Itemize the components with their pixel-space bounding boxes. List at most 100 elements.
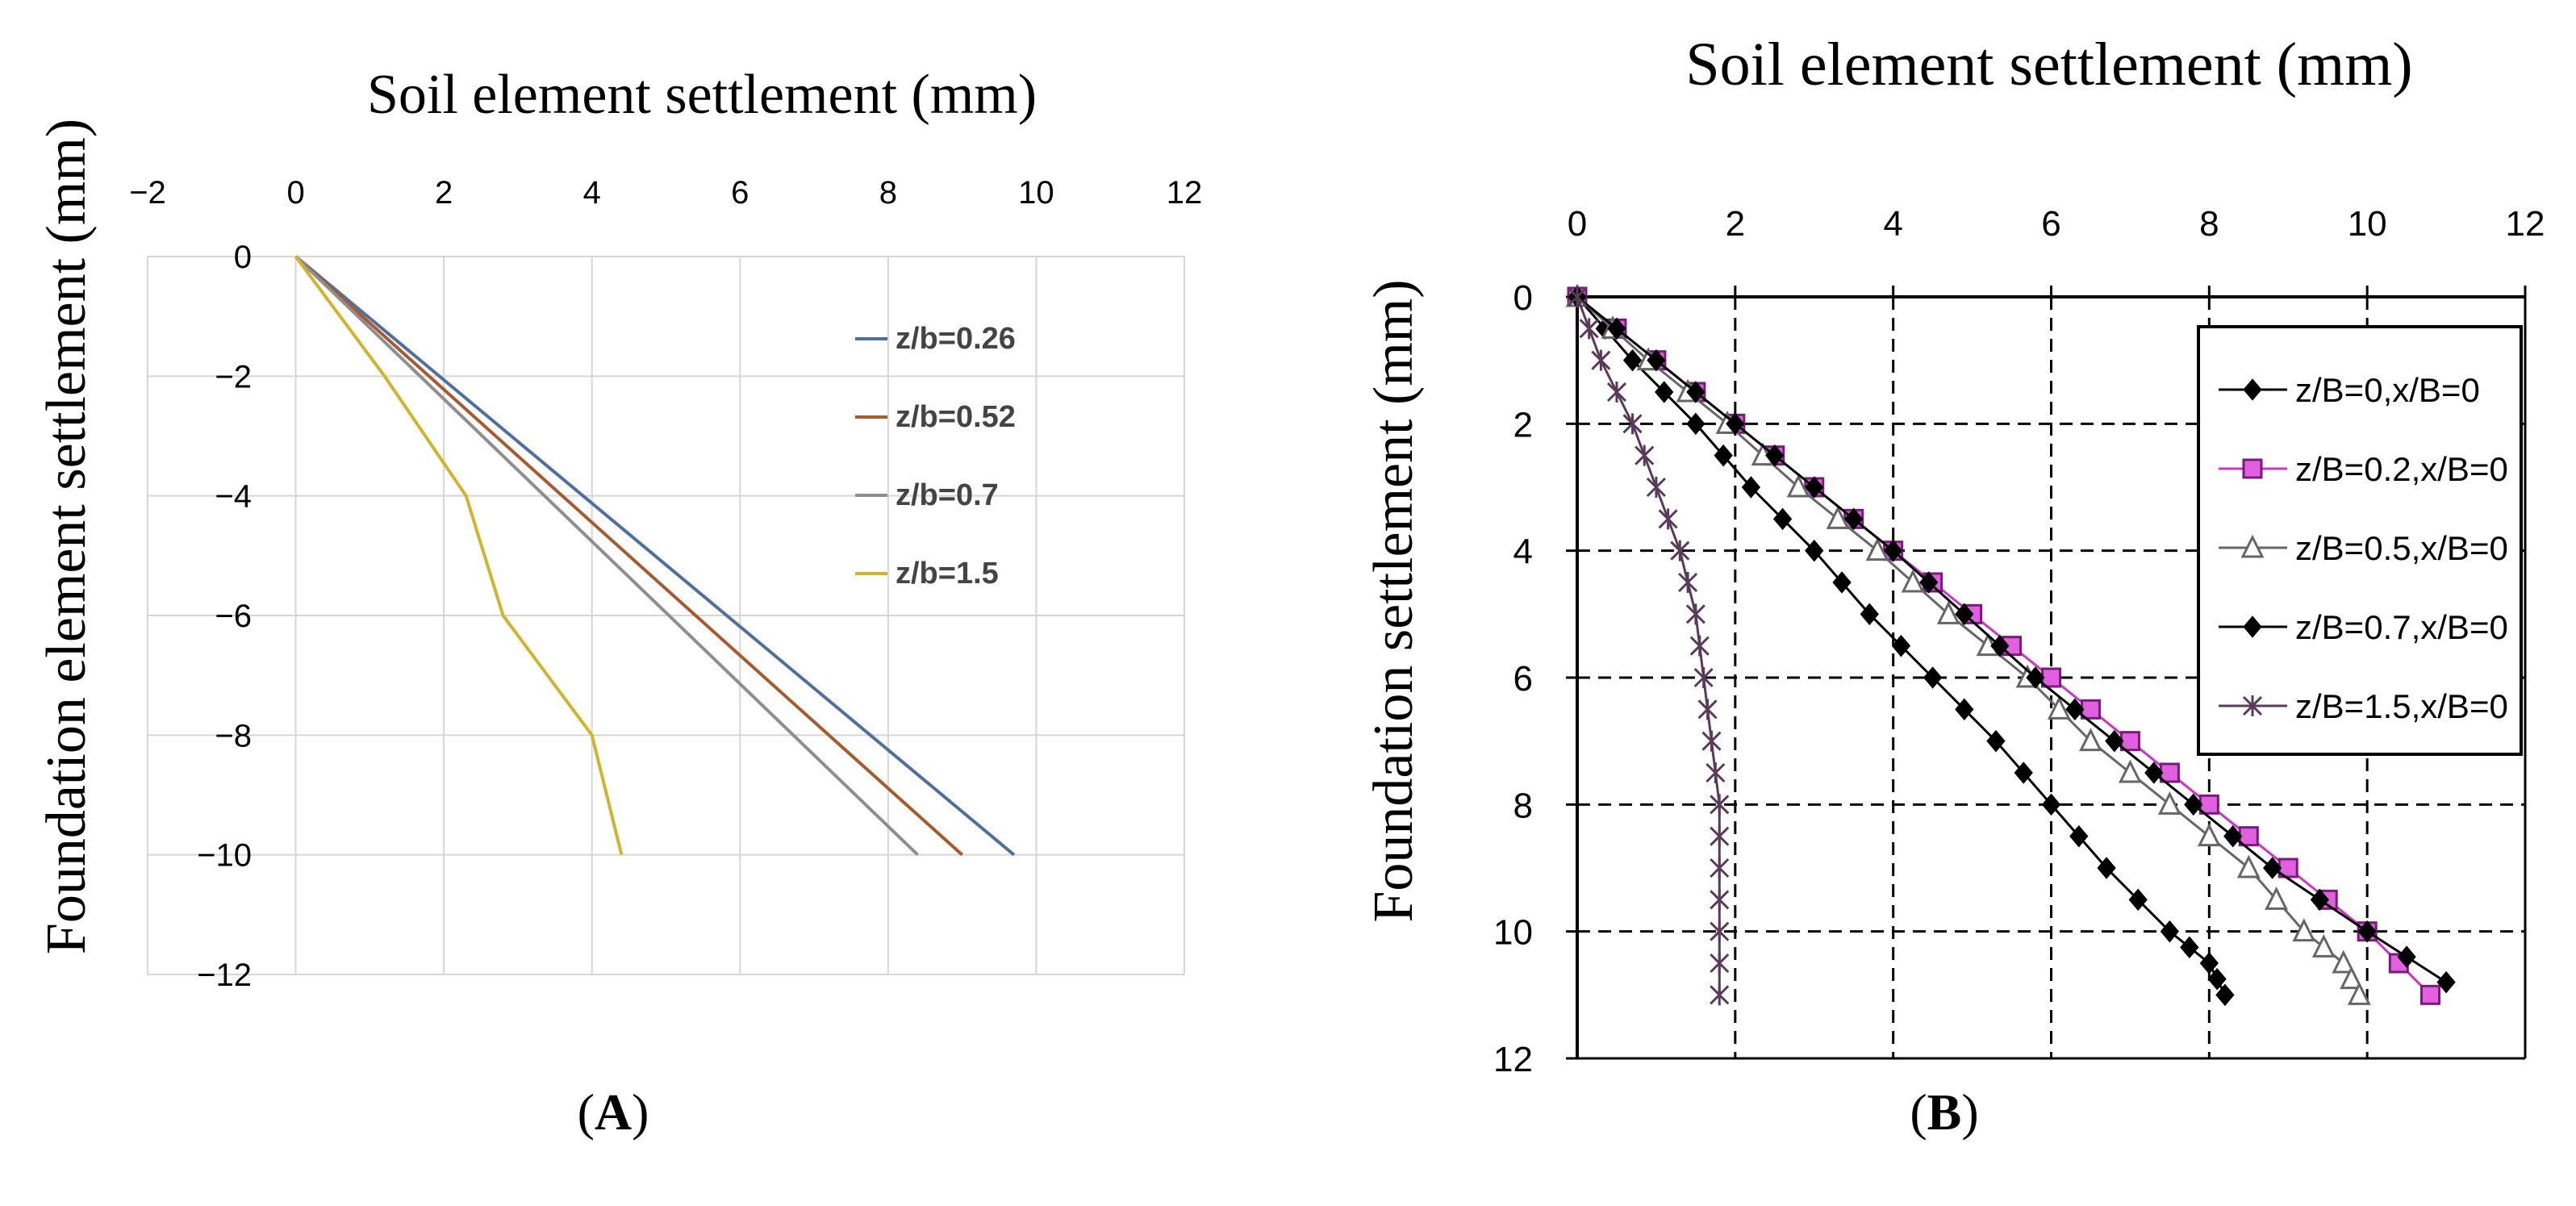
chart-a-x-tick-label: 12: [1167, 175, 1203, 211]
chart-b-data-point: [1579, 318, 1599, 340]
chart-b-data-point: [1710, 953, 1730, 974]
chart-a-x-tick-label: 4: [583, 175, 601, 211]
chart-a-series-line: [294, 255, 919, 857]
chart-b-data-point: [1832, 571, 1852, 594]
chart-b-data-point: [1701, 730, 1722, 752]
chart-b-data-point: [1844, 507, 1864, 531]
chart-b-legend-marker: [2242, 458, 2263, 479]
chart-b-y-tick-label: 6: [1513, 659, 1533, 699]
chart-b-data-point: [1923, 666, 1943, 689]
chart-b-x-tick-label: 12: [2506, 204, 2545, 244]
chart-b-data-point: [1697, 699, 1718, 720]
chart-b-data-point: [2026, 666, 2045, 689]
chart-b-x-axis-label: Soil element settlement (mm): [1685, 31, 2412, 98]
chart-b-data-point: [2047, 695, 2071, 720]
chart-b-data-point: [2197, 823, 2221, 847]
chart-b-data-point: [1772, 507, 1793, 531]
chart-b-data-point: [2357, 920, 2377, 943]
chart-b-data-point: [1990, 634, 2010, 657]
chart-b-data-point: [1658, 508, 1678, 530]
chart-b-data-point: [1706, 762, 1726, 783]
chart-b-legend-marker: [2242, 695, 2263, 716]
chart-a-series: [294, 255, 1016, 857]
chart-b-data-point: [1891, 634, 1911, 657]
chart-b-x-tick-label: 6: [2041, 204, 2060, 244]
chart-a-y-tick-label: −4: [215, 479, 252, 515]
chart-b-legend-marker: [2243, 616, 2262, 638]
chart-a: Soil element settlement (mm) Foundation …: [35, 64, 1202, 1141]
chart-b-data-point: [2160, 920, 2180, 943]
chart-a-y-axis-label: Foundation element settlement (mm): [35, 119, 98, 954]
chart-a-legend-label: z/b=0.7: [896, 478, 999, 512]
chart-b-legend-marker: [2243, 378, 2262, 401]
chart-b-data-point: [1689, 635, 1710, 657]
chart-b-data-point: [1622, 413, 1643, 435]
chart-b-legend-marker: [2240, 534, 2265, 558]
chart-b-data-point: [2310, 888, 2330, 912]
chart-b-data-point: [2128, 888, 2148, 912]
chart-a-y-tick-label: −12: [197, 958, 252, 993]
chart-b-data-point: [1647, 348, 1666, 372]
chart-b-data-point: [1686, 412, 1706, 436]
chart-b-x-tick-label: 10: [2348, 204, 2387, 244]
chart-a-series-line: [294, 255, 1016, 857]
chart-b-data-point: [1670, 540, 1690, 561]
chart-b-data-point: [2207, 967, 2227, 991]
chart-b-data-point: [1786, 474, 1810, 498]
chart-a-series-line: [294, 255, 624, 856]
chart-a-legend-label: z/b=0.26: [896, 322, 1016, 356]
chart-b-data-point: [2199, 952, 2219, 974]
chart-a-x-axis-label: Soil element settlement (mm): [367, 64, 1037, 126]
chart-b-data-point: [1710, 858, 1730, 878]
chart-b-data-point: [1646, 477, 1666, 498]
chart-b-data-point: [2215, 983, 2235, 1007]
chart-a-legend-label: z/b=0.52: [896, 400, 1016, 434]
chart-a-legend: z/b=0.26 z/b=0.52 z/b=0.7 z/b=1.5: [855, 322, 1016, 590]
chart-b-legend-label: z/B=0.2,x/B=0: [2295, 450, 2508, 488]
chart-b-x-tick-label: 0: [1568, 204, 1587, 244]
chart-a-y-tick-label: −8: [215, 718, 252, 753]
chart-b-data-point: [2340, 966, 2364, 990]
chart-b-y-tick-label: 2: [1513, 405, 1533, 444]
chart-b-data-point: [2292, 918, 2316, 942]
chart-b-data-point: [2157, 791, 2181, 815]
chart-b-data-point: [2097, 857, 2116, 879]
chart-b-data-point: [1805, 539, 1824, 562]
chart-b-x-tick-label: 4: [1883, 204, 1902, 244]
chart-b-data-point: [1678, 572, 1698, 593]
chart-b-data-point: [1726, 412, 1745, 436]
chart-b-data-point: [2236, 854, 2261, 878]
chart-b-legend-label: z/B=0.7,x/B=0: [2295, 608, 2508, 646]
chart-b-data-point: [1710, 920, 1730, 942]
chart-b: Soil element settlement (mm) Foundation …: [1363, 31, 2545, 1141]
chart-b-legend-label: z/B=0.5,x/B=0: [2295, 529, 2508, 567]
chart-a-series-line: [294, 255, 963, 857]
chart-b-data-point: [2332, 949, 2356, 974]
chart-b-data-point: [1901, 569, 1925, 593]
chart-a-tick-labels: −2 0 2 4 6 8 10 12 0 −2 −4 −6 −8 −10 −12: [129, 175, 1202, 993]
chart-a-panel-label: (A): [578, 1083, 649, 1141]
chart-b-data-point: [2014, 762, 2033, 784]
chart-b-data-point: [1710, 794, 1730, 816]
chart-b-data-point: [1693, 667, 1714, 688]
chart-b-data-point: [1567, 286, 1588, 307]
chart-b-data-point: [2065, 698, 2085, 721]
chart-b-data-point: [1919, 571, 1939, 594]
chart-b-y-tick-label: 10: [1493, 913, 1533, 953]
chart-a-legend-label: z/b=1.5: [896, 557, 999, 590]
chart-a-x-tick-label: 2: [435, 175, 453, 211]
chart-b-y-tick-label: 8: [1513, 786, 1533, 825]
chart-b-data-point: [1955, 603, 1974, 626]
chart-b-data-point: [2263, 857, 2282, 879]
chart-b-data-point: [2420, 984, 2440, 1005]
chart-b-data-point: [1635, 444, 1655, 466]
chart-b-data-point: [1622, 348, 1643, 372]
chart-a-y-tick-label: −6: [215, 599, 252, 634]
chart-b-data-point: [2265, 886, 2288, 910]
chart-a-x-tick-label: 10: [1018, 175, 1054, 211]
chart-b-data-point: [1826, 505, 1850, 529]
chart-b-data-point: [1606, 382, 1627, 403]
chart-b-legend: z/B=0,x/B=0 z/B=0.2,x/B=0 z/B=0.5,x/B=0 z/B…: [2197, 325, 2523, 756]
chart-b-data-point: [1710, 984, 1730, 1006]
